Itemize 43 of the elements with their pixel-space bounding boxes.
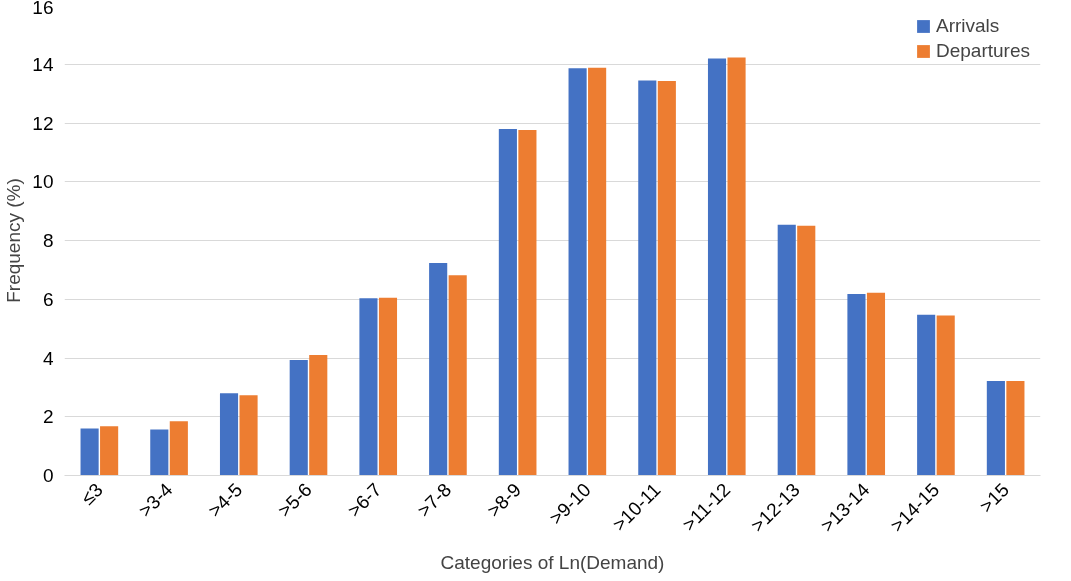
bar: [309, 355, 328, 476]
bar: [100, 426, 119, 476]
y-tick-label: 6: [42, 288, 54, 310]
bar: [588, 67, 607, 476]
bar: [219, 393, 239, 476]
y-tick-label: 4: [42, 347, 54, 369]
bar: [239, 395, 258, 476]
x-axis-title: Categories of Ln(Demand): [440, 551, 665, 573]
x-tick-label: ≤3: [77, 479, 107, 509]
bar: [986, 380, 1005, 476]
bar: [847, 293, 866, 476]
y-tick-label: 8: [42, 230, 54, 251]
bar: [936, 315, 955, 476]
y-tick-label: 16: [32, 0, 54, 18]
legend-label: Arrivals: [936, 15, 1000, 37]
y-tick-label: 0: [42, 465, 54, 486]
bar: [777, 224, 796, 476]
y-tick-label: 10: [32, 171, 54, 193]
bar: [1006, 380, 1025, 476]
bar: [568, 68, 587, 476]
bar: [169, 421, 188, 476]
bar: [797, 225, 816, 476]
y-tick-label: 2: [42, 406, 54, 428]
bar: [638, 80, 657, 476]
x-tick-label: >15: [975, 479, 1014, 517]
bar: [518, 130, 537, 476]
bar: [657, 80, 676, 476]
bar: [498, 128, 517, 476]
y-tick-label: 14: [32, 53, 54, 75]
bar: [150, 429, 169, 476]
bar: [429, 263, 448, 476]
bar: [448, 275, 467, 476]
bar: [359, 298, 378, 476]
bar: [727, 57, 746, 476]
bar: [707, 58, 727, 476]
bar: [80, 428, 99, 476]
bar: [289, 360, 308, 476]
bar: [917, 314, 936, 476]
bar: [378, 297, 398, 476]
y-axis-title: Frequency (%): [3, 178, 25, 303]
y-tick-label: 12: [32, 112, 54, 134]
legend-label: Departures: [936, 40, 1030, 62]
bar: [866, 292, 886, 476]
